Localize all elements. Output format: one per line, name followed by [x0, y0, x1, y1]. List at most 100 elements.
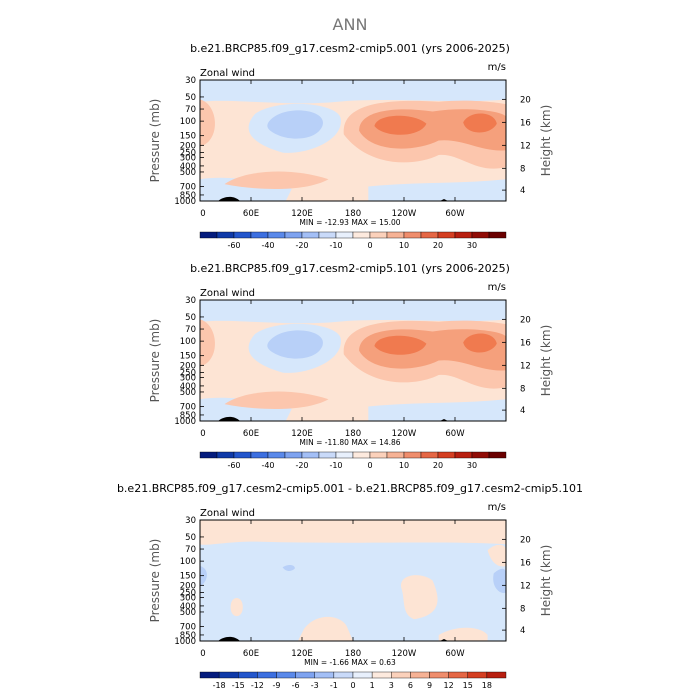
- x-tick-label: 0: [200, 649, 205, 659]
- panel-title: b.e21.BRCP85.f09_g17.cesm2-cmip5.001 (yr…: [190, 42, 510, 55]
- colorbar-swatch: [420, 451, 439, 459]
- y-axis-title: Pressure (mb): [148, 319, 162, 403]
- colorbar-label: 0: [367, 241, 372, 250]
- x-tick-label: 120W: [392, 209, 417, 219]
- colorbar-swatch: [199, 451, 218, 459]
- y-tick-label: 200: [180, 361, 196, 371]
- colorbar-swatch: [467, 671, 488, 679]
- colorbar-label: -12: [251, 681, 264, 690]
- colorbar-swatch: [218, 671, 239, 679]
- colorbar-swatch: [454, 451, 473, 459]
- colorbar-label: -60: [227, 241, 240, 250]
- y-tick-label: 70: [185, 545, 196, 555]
- colorbar-label: 18: [482, 681, 492, 690]
- colorbar-label: 20: [433, 241, 443, 250]
- x-tick-label: 180: [345, 429, 361, 439]
- colorbar-label: 1: [370, 681, 375, 690]
- y-tick-label: 300: [180, 593, 196, 603]
- colorbar-swatch: [233, 451, 252, 459]
- x-tick-label: 180: [345, 649, 361, 659]
- terrain-mark: [218, 416, 240, 421]
- y-tick-label: 200: [180, 581, 196, 591]
- units-label: m/s: [488, 502, 506, 513]
- x-tick-label: 60E: [243, 649, 259, 659]
- y-tick-label: 400: [180, 602, 196, 612]
- colorbar-label: -18: [213, 681, 226, 690]
- colorbar-label: 10: [399, 461, 409, 470]
- colorbar-label: 12: [444, 681, 454, 690]
- colorbar-swatch: [199, 671, 220, 679]
- colorbar-swatch: [369, 231, 388, 239]
- x-tick-label: 120W: [392, 649, 417, 659]
- colorbar-label: 0: [367, 461, 372, 470]
- y-tick-label: 250: [180, 589, 196, 599]
- colorbar-swatch: [295, 671, 315, 679]
- contour-upper-easterly: [200, 300, 506, 324]
- colorbar-label: -15: [232, 681, 245, 690]
- y-tick-label: 1000: [174, 637, 196, 647]
- y2-tick-label: 12: [520, 361, 531, 371]
- plot-area: [200, 520, 506, 641]
- colorbar-swatch: [471, 231, 490, 239]
- colorbar-swatch: [199, 231, 218, 239]
- colorbar-swatch: [216, 231, 235, 239]
- colorbar-swatch: [448, 671, 468, 679]
- y2-tick-label: 20: [520, 315, 531, 325]
- y-tick-label: 850: [180, 631, 196, 641]
- plot-area: [200, 300, 506, 421]
- colorbar-label: -40: [261, 241, 274, 250]
- colorbar-label: -20: [295, 241, 308, 250]
- panel-1: b.e21.BRCP85.f09_g17.cesm2-cmip5.001 (yr…: [148, 42, 553, 250]
- contour-left-westerly: [200, 99, 215, 147]
- colorbar-swatch: [386, 451, 405, 459]
- contour-pos-lowlevel-east: [438, 627, 488, 641]
- colorbar-swatch: [233, 231, 252, 239]
- colorbar-label: -6: [292, 681, 300, 690]
- y-tick-label: 30: [185, 516, 196, 526]
- y-tick-label: 400: [180, 162, 196, 172]
- x-tick-label: 120E: [291, 209, 313, 219]
- y-tick-label: 500: [180, 608, 196, 618]
- x-tick-label: 60E: [243, 209, 259, 219]
- panels: b.e21.BRCP85.f09_g17.cesm2-cmip5.001 (yr…: [117, 42, 583, 690]
- colorbar-label: 30: [467, 241, 477, 250]
- x-tick-label: 0: [200, 429, 205, 439]
- colorbar-swatch: [420, 231, 439, 239]
- colorbar-swatch: [250, 231, 269, 239]
- y2-tick-label: 8: [520, 164, 525, 174]
- colorbar-swatch: [335, 451, 354, 459]
- contour-upper-easterly: [200, 80, 506, 104]
- contour-neg-small: [282, 565, 295, 571]
- y-tick-label: 30: [185, 296, 196, 306]
- y2-tick-label: 4: [520, 186, 525, 196]
- panel-2: b.e21.BRCP85.f09_g17.cesm2-cmip5.101 (yr…: [148, 262, 553, 470]
- y2-tick-label: 4: [520, 406, 525, 416]
- contour-tropical-easterly-core: [267, 330, 323, 359]
- colorbar-label: -60: [227, 461, 240, 470]
- colorbar-label: -10: [329, 461, 342, 470]
- y-tick-label: 100: [180, 557, 196, 567]
- panel-title: b.e21.BRCP85.f09_g17.cesm2-cmip5.001 - b…: [117, 482, 583, 495]
- y-tick-label: 30: [185, 76, 196, 86]
- colorbar-swatch: [301, 451, 320, 459]
- contour-pos-lowlevel: [297, 616, 353, 641]
- colorbar-swatch: [486, 671, 507, 679]
- y-tick-label: 100: [180, 117, 196, 127]
- terrain-mark: [218, 196, 240, 201]
- x-tick-label: 180: [345, 209, 361, 219]
- y2-tick-label: 12: [520, 581, 531, 591]
- contour-left-westerly: [200, 319, 215, 367]
- contour-jet-core-pacific: [374, 335, 427, 355]
- y-tick-label: 50: [185, 533, 196, 543]
- y2-tick-label: 16: [520, 338, 531, 348]
- colorbar-swatch: [352, 451, 371, 459]
- colorbar-label: 3: [389, 681, 394, 690]
- y-tick-label: 700: [180, 622, 196, 632]
- panel-title: b.e21.BRCP85.f09_g17.cesm2-cmip5.101 (yr…: [190, 262, 510, 275]
- colorbar-swatch: [488, 451, 507, 459]
- y-tick-label: 200: [180, 141, 196, 151]
- contour-pos-east-edge: [487, 544, 506, 567]
- colorbar-label: 15: [463, 681, 473, 690]
- y-tick-label: 1000: [174, 417, 196, 427]
